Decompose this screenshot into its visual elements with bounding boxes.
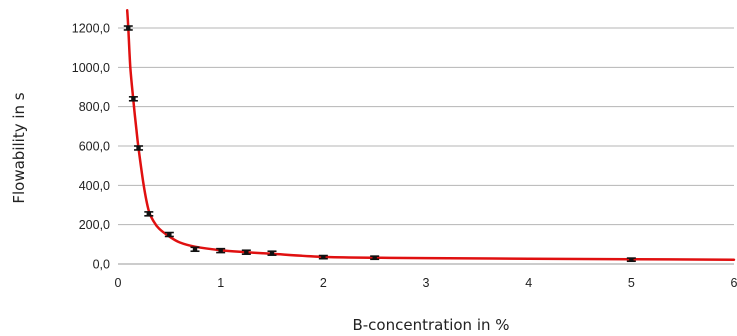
y-tick-label: 800,0	[79, 100, 110, 114]
y-tick-label: 600,0	[79, 140, 110, 154]
y-tick-label: 200,0	[79, 218, 110, 232]
fit-curve	[125, 9, 736, 261]
data-point	[128, 96, 138, 102]
data-point	[626, 257, 636, 263]
point-marker	[131, 97, 136, 101]
x-tick-label: 1	[217, 276, 224, 290]
data-point	[144, 211, 154, 217]
data-point	[370, 255, 380, 261]
x-tick-label: 3	[423, 276, 430, 290]
data-point	[164, 231, 174, 238]
y-axis-title: Flowability in s	[10, 92, 28, 203]
x-tick-label: 4	[525, 276, 532, 290]
x-tick-label: 2	[320, 276, 327, 290]
x-axis-title: B-concentration in %	[352, 316, 509, 334]
point-marker	[269, 251, 275, 255]
data-point	[216, 247, 226, 254]
y-gridlines	[118, 27, 734, 265]
point-marker	[146, 212, 151, 216]
point-marker	[321, 255, 326, 259]
point-marker	[192, 247, 198, 251]
data-point	[190, 246, 200, 253]
x-tick-label: 5	[628, 276, 635, 290]
y-tick-label: 0,0	[93, 258, 110, 272]
y-tick-label: 1000,0	[72, 61, 110, 75]
x-tick-labels: 0 1 2 3 4 5 6	[115, 276, 737, 290]
point-marker	[126, 26, 131, 30]
point-marker	[218, 249, 223, 253]
data-point	[241, 249, 251, 255]
data-points	[123, 25, 636, 263]
point-marker	[136, 146, 141, 150]
point-marker	[629, 258, 634, 262]
data-point	[123, 25, 133, 31]
point-marker	[167, 232, 172, 237]
data-point	[318, 254, 328, 260]
x-tick-label: 6	[731, 276, 737, 290]
data-point	[134, 145, 144, 151]
point-marker	[244, 250, 249, 254]
x-tick-label: 0	[115, 276, 122, 290]
y-tick-label: 1200,0	[72, 22, 110, 36]
point-marker	[372, 256, 377, 260]
y-tick-label: 400,0	[79, 179, 110, 193]
data-point	[267, 250, 277, 256]
y-tick-labels: 0,0 200,0 400,0 600,0 800,0 1000,0 1200,0	[72, 22, 110, 272]
